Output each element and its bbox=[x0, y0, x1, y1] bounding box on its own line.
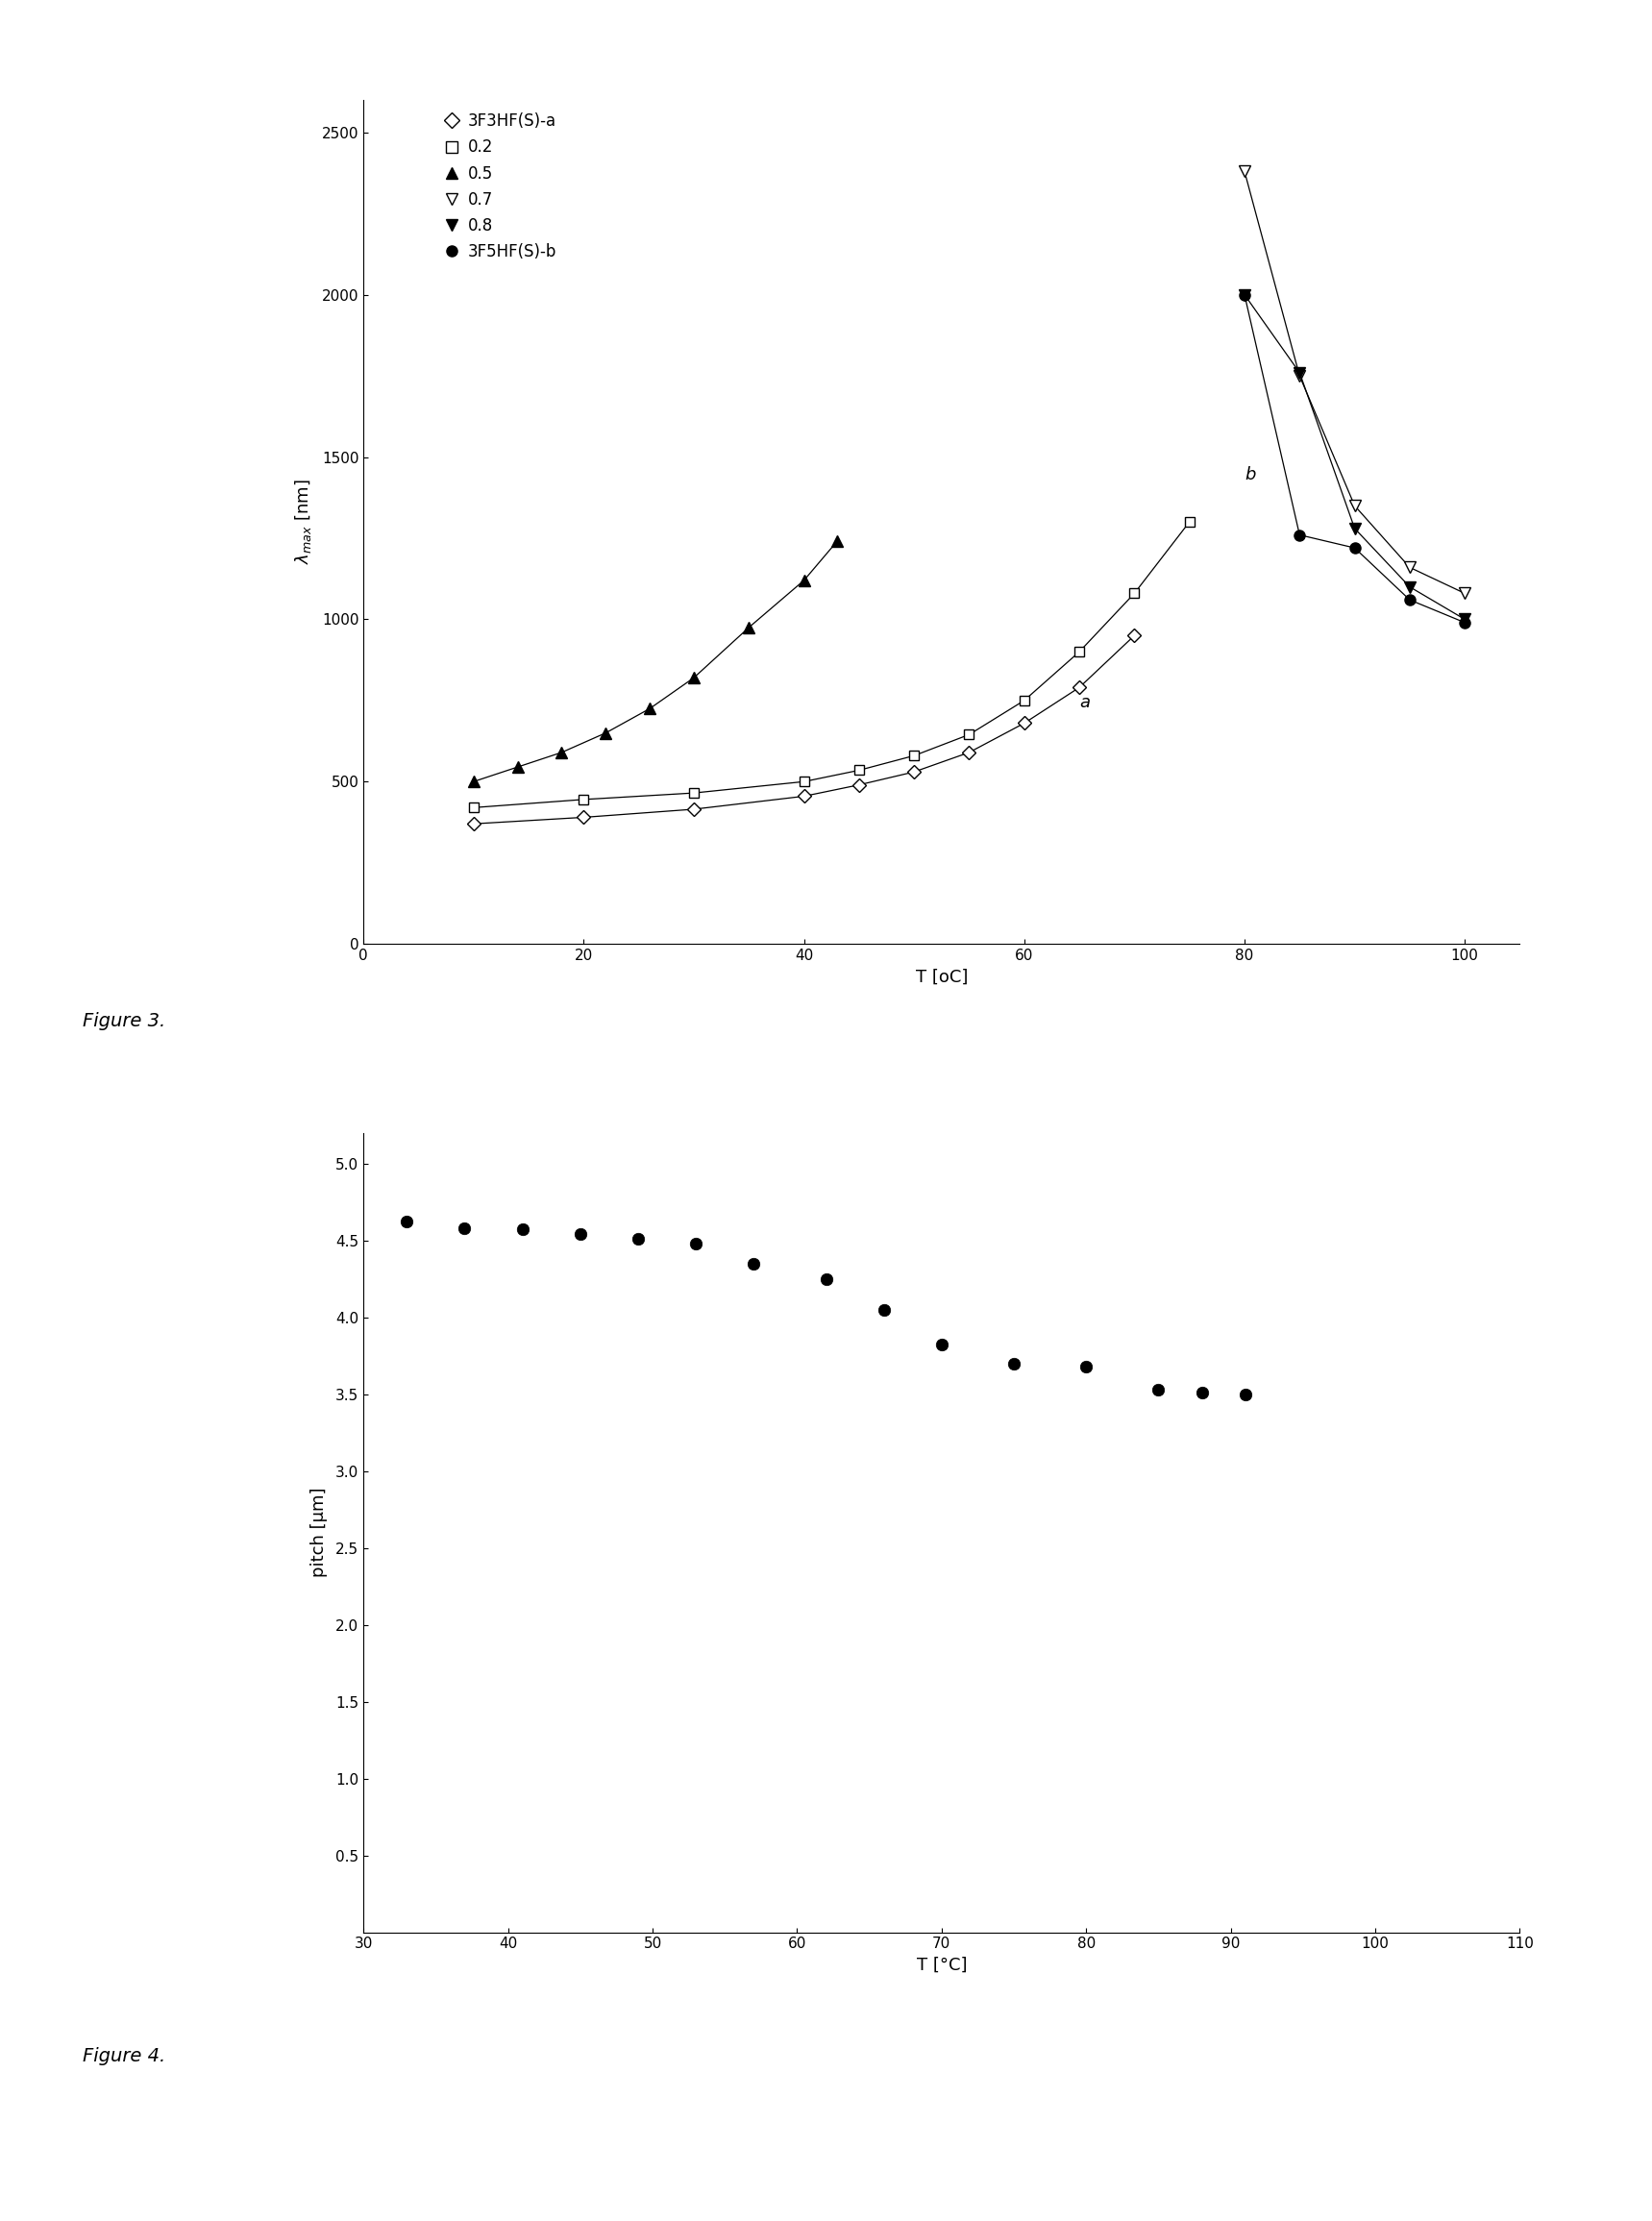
Text: Figure 4.: Figure 4. bbox=[83, 2048, 165, 2066]
Text: a: a bbox=[1079, 693, 1090, 711]
X-axis label: T [°C]: T [°C] bbox=[917, 1957, 966, 1974]
Legend: 3F3HF(S)-a, 0.2, 0.5, 0.7, 0.8, 3F5HF(S)-b: 3F3HF(S)-a, 0.2, 0.5, 0.7, 0.8, 3F5HF(S)… bbox=[441, 109, 562, 264]
X-axis label: T [oC]: T [oC] bbox=[915, 968, 968, 986]
Text: Figure 3.: Figure 3. bbox=[83, 1013, 165, 1031]
Y-axis label: $\lambda_{max}$ [nm]: $\lambda_{max}$ [nm] bbox=[294, 480, 314, 564]
Text: b: b bbox=[1244, 466, 1256, 484]
Y-axis label: pitch [μm]: pitch [μm] bbox=[311, 1488, 327, 1577]
